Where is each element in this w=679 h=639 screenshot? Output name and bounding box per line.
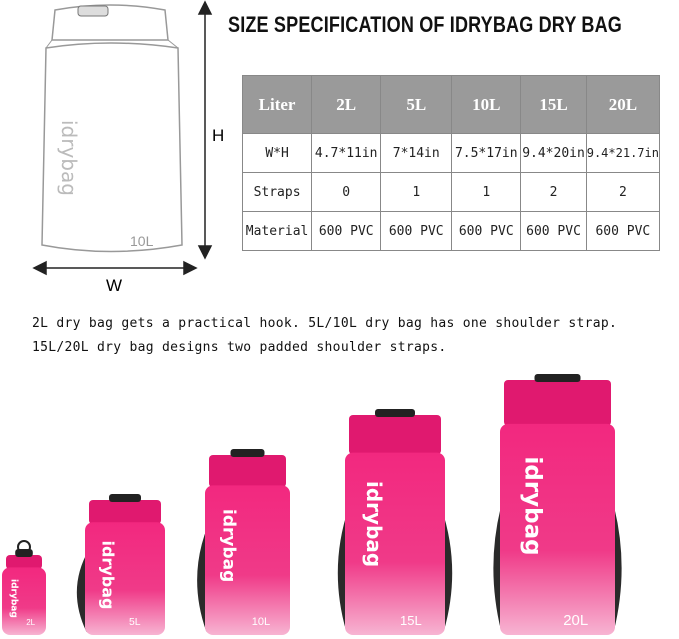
outline-bag-illustration: idrybag 10L (41, 4, 183, 253)
roll-top (6, 555, 42, 570)
table-cell: 600 PVC (380, 211, 453, 251)
size-label: 15L (400, 613, 422, 628)
table-row: W*H 4.7*11in 7*14in 7.5*17in 9.4*20in 9.… (241, 133, 661, 173)
buckle (15, 549, 33, 557)
row-label: W*H (241, 133, 313, 173)
page-title: SIZE SPECIFICATION OF IDRYBAG DRY BAG (228, 12, 622, 37)
table-cell: 1 (380, 172, 453, 212)
table-cell: 600 PVC (451, 211, 522, 251)
header-cell: 15L (520, 75, 587, 134)
roll-top (209, 455, 286, 488)
roll-top (349, 415, 441, 455)
size-label: 20L (563, 612, 588, 629)
buckle (375, 409, 415, 417)
table-cell: 600 PVC (585, 211, 661, 251)
dry-bag-10L: idrybag 10L (197, 449, 290, 635)
bag-body (205, 485, 290, 635)
brand-text: idrybag (57, 120, 81, 196)
description: 2L dry bag gets a practical hook. 5L/10L… (32, 312, 617, 360)
row-label: Material (241, 211, 313, 251)
brand-text: idrybag (519, 457, 545, 556)
header-cell: Liter (241, 75, 313, 134)
brand-text: idrybag (9, 579, 19, 618)
table-cell: 1 (451, 172, 522, 212)
table-cell: 2 (585, 172, 661, 212)
table-cell: 7*14in (380, 133, 453, 173)
size-label: 10L (252, 616, 270, 628)
bags-lineup: idrybag2Lidrybag5Lidrybag10Lidrybag15Lid… (2, 374, 622, 635)
bag-body (500, 423, 615, 635)
header-cell: 5L (380, 75, 453, 134)
dry-bag-20L: idrybag 20L (493, 374, 622, 635)
size-spec-table: Liter 2L 5L 10L 15L 20L W*H 4.7*11in 7*1… (241, 75, 661, 251)
height-label: H (212, 126, 224, 145)
description-line: 15L/20L dry bag designs two padded shoul… (32, 340, 447, 355)
header-cell: 10L (451, 75, 522, 134)
table-cell: 600 PVC (311, 211, 382, 251)
size-label: 2L (26, 618, 35, 627)
dry-bag-15L: idrybag 15L (337, 409, 453, 635)
size-diagram: idrybag 10L H W (32, 0, 224, 295)
table-row: Straps 0 1 1 2 2 (241, 172, 661, 212)
row-label: Straps (241, 172, 313, 212)
table-cell: 9.4*20in (520, 133, 587, 173)
brand-text: idrybag (219, 509, 239, 582)
header-cell: 2L (311, 75, 382, 134)
bag-body (345, 452, 445, 635)
table-cell: 2 (520, 172, 587, 212)
table-cell: 600 PVC (520, 211, 587, 251)
table-header-row: Liter 2L 5L 10L 15L 20L (241, 75, 661, 134)
bag-body (2, 567, 46, 635)
table-row: Material 600 PVC 600 PVC 600 PVC 600 PVC… (241, 211, 661, 251)
table-cell: 9.4*21.7in (585, 133, 661, 173)
brand-text: idrybag (99, 541, 118, 610)
buckle (534, 374, 581, 382)
bag-body (85, 522, 165, 635)
table-cell: 4.7*11in (311, 133, 382, 173)
width-arrow (32, 260, 198, 276)
table-cell: 7.5*17in (451, 133, 522, 173)
table-cell: 0 (311, 172, 382, 212)
buckle (230, 449, 265, 457)
width-label: W (106, 276, 122, 295)
buckle (109, 494, 141, 502)
bag-size-label: 10L (130, 233, 154, 249)
height-arrow (197, 0, 213, 260)
description-line: 2L dry bag gets a practical hook. 5L/10L… (32, 316, 618, 331)
size-label: 5L (129, 617, 141, 628)
dry-bag-5L: idrybag 5L (76, 494, 165, 635)
brand-text: idrybag (362, 481, 386, 567)
header-cell: 20L (585, 75, 661, 134)
roll-top (89, 500, 161, 525)
dry-bag-2L: idrybag 2L (2, 540, 46, 635)
roll-top (504, 380, 611, 426)
